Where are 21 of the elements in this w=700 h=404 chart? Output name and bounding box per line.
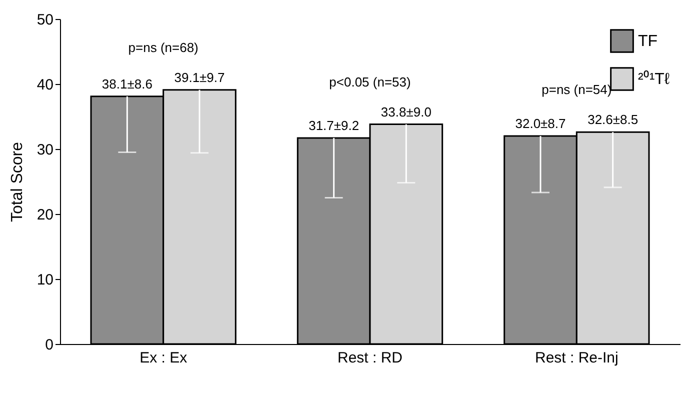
y-axis-title: Total Score	[8, 142, 26, 222]
annotation: p=ns (n=68)	[128, 40, 198, 55]
legend-label: ²⁰¹Tℓ	[638, 70, 670, 88]
data-label: 32.0±8.7	[515, 116, 566, 131]
annotation: p=ns (n=54)	[542, 82, 612, 98]
data-label: 38.1±8.6	[102, 76, 152, 92]
x-tick-label: Rest : RD	[337, 350, 403, 366]
x-tick-label: Ex : Ex	[140, 350, 188, 366]
data-label: 31.7±9.2	[308, 118, 360, 133]
y-tick-label: 40	[36, 76, 54, 94]
y-tick-label: 0	[45, 336, 54, 354]
y-tick-label: 10	[36, 272, 54, 288]
annotation: p<0.05 (n=53)	[329, 74, 411, 90]
data-label: 32.6±8.5	[588, 112, 638, 128]
x-tick-label: Rest : Re-Inj	[534, 350, 618, 366]
data-label: 39.1±9.7	[174, 70, 225, 85]
y-tick-label: 30	[36, 142, 54, 158]
legend-label: TF	[638, 33, 658, 50]
y-tick-label: 20	[36, 206, 54, 224]
y-tick-label: 50	[36, 12, 54, 28]
data-label: 33.8±9.0	[380, 104, 432, 120]
